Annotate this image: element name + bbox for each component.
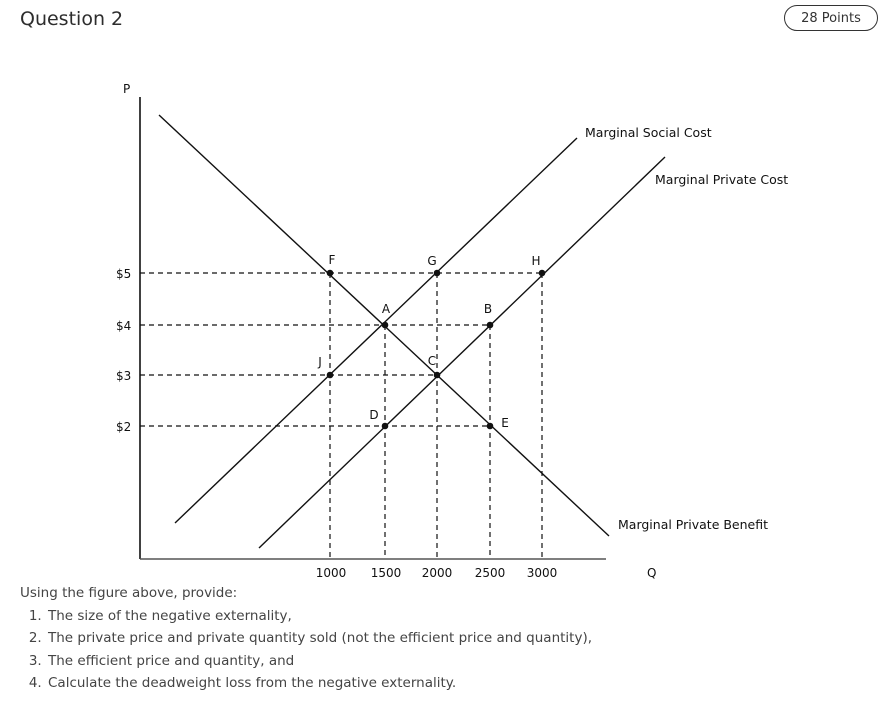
prompt-item: The size of the negative externality, (46, 605, 592, 628)
x-tick-1500: 1500 (371, 566, 402, 580)
question-prompt: Using the figure above, provide: The siz… (20, 582, 592, 695)
msc-curve (174, 137, 578, 524)
x-tick-1000: 1000 (316, 566, 347, 580)
point-label-b: B (484, 302, 492, 316)
x-tick-2500: 2500 (475, 566, 506, 580)
point-label-e: E (501, 416, 509, 430)
prompt-intro: Using the figure above, provide: (20, 585, 238, 601)
points-badge: 28 Points (784, 5, 878, 31)
point-label-d: D (369, 408, 378, 422)
y-tick-2: $2 (116, 420, 131, 434)
prompt-item: Calculate the deadweight loss from the n… (46, 672, 592, 695)
y-tick-3: $3 (116, 369, 131, 383)
curves (158, 114, 666, 549)
y-tick-4: $4 (116, 319, 131, 333)
axes (139, 97, 606, 560)
x-tick-2000: 2000 (422, 566, 453, 580)
prompt-list: The size of the negative externality, Th… (20, 605, 592, 695)
x-axis-label: Q (647, 566, 656, 580)
point-label-h: H (531, 254, 540, 268)
point-label-a: A (382, 302, 391, 316)
mpb-label: Marginal Private Benefit (618, 517, 768, 532)
mpc-label: Marginal Private Cost (655, 172, 788, 187)
y-tick-5: $5 (116, 267, 131, 281)
point-label-g: G (427, 254, 436, 268)
x-tick-3000: 3000 (527, 566, 558, 580)
y-tick-labels: $5 $4 $3 $2 (116, 267, 131, 434)
labeled-points (326, 269, 546, 430)
y-axis-label: P (123, 82, 130, 96)
point-label-f: F (329, 253, 336, 267)
msc-label: Marginal Social Cost (585, 125, 712, 140)
guide-lines (140, 272, 543, 559)
mpc-curve (258, 156, 666, 549)
prompt-item: The private price and private quantity s… (46, 627, 592, 650)
x-tick-labels: 1000 1500 2000 2500 3000 (316, 566, 558, 580)
point-label-j: J (317, 355, 322, 369)
prompt-item: The efficient price and quantity, and (46, 650, 592, 673)
point-label-c: C (428, 354, 436, 368)
question-title: Question 2 (20, 8, 124, 30)
